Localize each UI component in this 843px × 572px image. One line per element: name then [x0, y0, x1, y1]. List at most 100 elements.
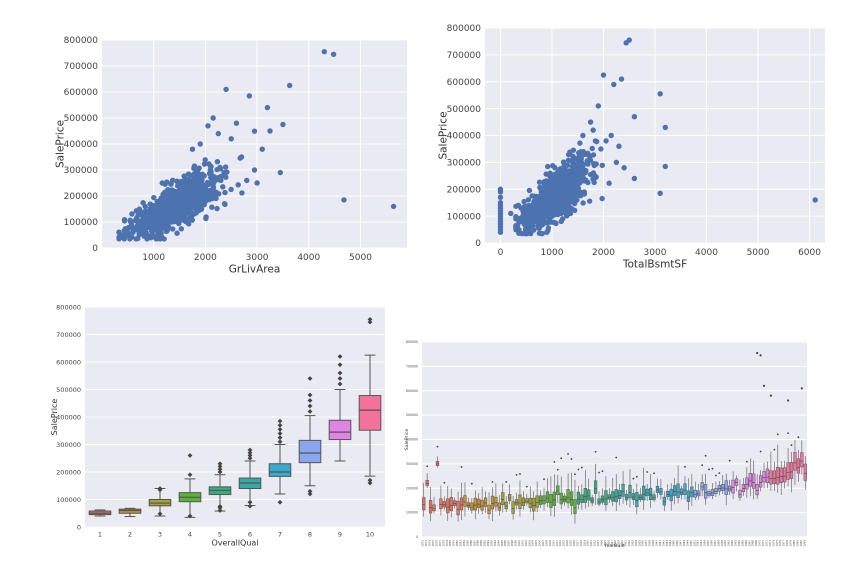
x-tick-label: 1916: [572, 540, 576, 547]
scatter-point: [526, 208, 532, 214]
scatter-point: [182, 180, 188, 186]
x-tick-label: 1953: [699, 540, 703, 547]
x-tick-label: 1883: [459, 540, 463, 547]
scatter-point: [608, 132, 614, 139]
x-tick-label: 4000: [695, 248, 718, 258]
scatter-point: [162, 225, 168, 231]
box-body: [776, 467, 780, 485]
outlier-point: [715, 474, 717, 477]
scatter-point: [228, 136, 234, 142]
x-tick-label: 1958: [716, 540, 720, 547]
scatter-point: [552, 194, 558, 201]
x-tick-label: 1954: [703, 540, 707, 547]
x-tick-label: 1941: [658, 540, 662, 547]
x-tick-label: 1965: [740, 540, 744, 547]
outlier-point: [307, 398, 313, 403]
y-tick-label: 0: [475, 239, 481, 249]
scatter-point: [217, 164, 223, 171]
scatter-point: [214, 158, 221, 165]
x-tick-label: 1900: [517, 540, 521, 547]
box-body: [422, 497, 426, 511]
scatter-point: [560, 159, 567, 165]
scatter-point: [181, 186, 187, 192]
scatter-point: [172, 218, 179, 224]
x-tick-label: 1935: [637, 540, 641, 547]
box-body: [693, 489, 697, 498]
year-boxes: [422, 351, 807, 524]
scatter-point: [168, 180, 174, 187]
scatter-point: [812, 197, 818, 203]
scatter-point: [213, 195, 219, 202]
y-tick-label: 800000: [447, 24, 482, 34]
scatter-point: [613, 159, 620, 166]
box-body: [580, 494, 584, 503]
box-2: [118, 507, 142, 518]
scatter-point: [529, 221, 535, 228]
box-body: [597, 498, 601, 505]
outlier-point: [580, 466, 583, 469]
scatter-point: [662, 163, 669, 170]
box-body: [490, 495, 495, 510]
outlier-point: [337, 376, 343, 381]
box-body: [662, 496, 666, 506]
scatter-point: [130, 227, 136, 233]
scatter-point: [560, 208, 566, 215]
box-body: [508, 493, 512, 502]
outlier-point: [574, 473, 576, 476]
x-tick-label: 9: [338, 531, 342, 539]
x-tick-label: 1978: [785, 540, 789, 547]
box-body: [358, 395, 382, 431]
x-tick-label: 1936: [641, 540, 645, 547]
scatter-point: [168, 205, 174, 211]
box-body: [748, 473, 752, 487]
scatter-point: [532, 204, 539, 210]
scatter-point: [626, 37, 632, 43]
y-axis-label: SalePrice: [54, 120, 66, 168]
x-tick-label: 1961: [727, 540, 731, 547]
y-tick-label: 100000: [406, 511, 418, 515]
scatter-point: [567, 175, 574, 181]
scatter-point: [582, 151, 589, 158]
x-tick-label: 1960: [723, 540, 727, 547]
scatter-point: [541, 180, 547, 186]
scatter-point: [577, 191, 583, 198]
x-tick-label: 5: [218, 531, 222, 539]
box-body: [466, 502, 471, 508]
box-body: [528, 497, 532, 509]
scatter-point: [587, 119, 594, 125]
scatter-point: [221, 200, 228, 207]
box-body: [642, 485, 646, 501]
scatter-point: [121, 218, 128, 224]
scatter-point: [193, 191, 200, 197]
x-tick-label: 6: [248, 531, 252, 539]
scatter-point: [513, 222, 519, 229]
outlier-point: [443, 481, 446, 484]
scatter-point: [189, 194, 196, 201]
x-tick-label: 1897: [507, 540, 511, 547]
box-body: [700, 482, 704, 491]
x-tick-label: 1973: [768, 540, 772, 547]
overallqual-boxplot-chart: 0 100000 200000 300000 400000 500000 600000 700…: [50, 303, 385, 547]
y-tick-label: 100000: [447, 212, 482, 222]
x-tick-label: 1976: [778, 540, 782, 547]
x-tick-label: 10: [366, 531, 374, 539]
scatter-point: [203, 187, 209, 193]
outlier-point: [460, 466, 463, 468]
y-tick-label: 100000: [56, 496, 81, 504]
box-body: [453, 500, 457, 506]
scatter-point: [220, 184, 226, 190]
scatter-point: [221, 169, 228, 176]
outlier-point: [797, 436, 800, 439]
scatter-point: [125, 229, 131, 236]
x-tick-label: 1950: [689, 540, 693, 547]
scatter-point: [174, 230, 180, 236]
outlier-point: [543, 478, 545, 481]
scatter-point: [558, 183, 564, 190]
box-body: [590, 497, 594, 504]
x-tick-label: 1920: [586, 540, 590, 547]
x-tick-label: 2: [128, 531, 132, 539]
x-tick-label: 1977: [782, 540, 786, 547]
box-body: [449, 497, 453, 512]
box-body: [772, 470, 776, 484]
x-tick-label: 1924: [599, 540, 603, 547]
